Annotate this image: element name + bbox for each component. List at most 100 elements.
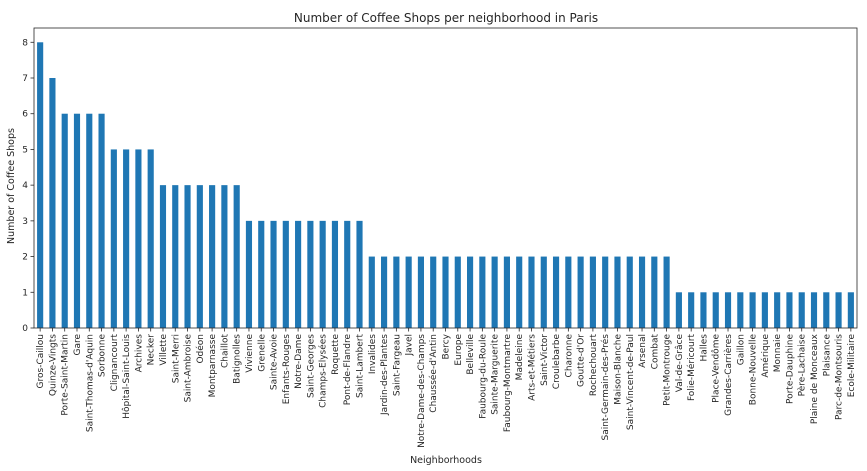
x-tick-label: Chaussée-d'Antin (428, 334, 439, 413)
bar (160, 185, 166, 328)
bar (823, 292, 829, 328)
bar (725, 292, 731, 328)
bar (172, 185, 178, 328)
y-tick-label: 6 (22, 110, 28, 120)
x-tick-label: Faubourg-du-Roule (478, 334, 488, 419)
bar (737, 292, 743, 328)
x-tick-label: Amérique (760, 334, 771, 378)
bar (221, 185, 227, 328)
bar (848, 292, 854, 328)
x-tick-label: Saint-Thomas-d'Aquin (85, 334, 95, 432)
bar (381, 257, 387, 328)
x-tick-label: Faubourg-Montmartre (503, 334, 513, 433)
bar (614, 257, 620, 328)
x-tick-label: Porte-Saint-Martin (61, 334, 71, 416)
bar (86, 114, 92, 328)
x-tick-label: Montparnasse (208, 334, 218, 398)
x-tick-label: Odéon (195, 334, 206, 364)
bar (492, 257, 498, 328)
bar (98, 114, 104, 328)
x-tick-label: Charonne (564, 334, 574, 378)
bar (811, 292, 817, 328)
bar (197, 185, 203, 328)
bar (676, 292, 682, 328)
bar (369, 257, 375, 328)
y-tick-label: 5 (22, 145, 28, 155)
x-tick-label: Saint-Lambert (356, 334, 366, 398)
x-tick-label: Necker (147, 334, 157, 366)
x-tick-label: Arsenal (638, 334, 648, 368)
x-tick-label: Clignancourt (110, 334, 120, 392)
x-tick-label: Saint-Victor (540, 334, 550, 386)
bar (479, 257, 485, 328)
bar (430, 257, 436, 328)
x-tick-label: Sorbonne (98, 334, 108, 378)
x-tick-label: Petit-Montrouge (663, 334, 673, 406)
bar (332, 221, 338, 328)
chart-title: Number of Coffee Shops per neighborhood … (294, 11, 598, 25)
bar (627, 257, 633, 328)
bar (283, 221, 289, 328)
bar (639, 257, 645, 328)
x-tick-label: Sainte-Marguerite (491, 334, 501, 415)
x-tick-label: Combat (650, 334, 660, 370)
bar (49, 78, 55, 328)
x-tick-label: Notre-Dame-des-Champs (417, 334, 427, 448)
x-tick-label: Champs-Elysées (318, 334, 329, 408)
bar (504, 257, 510, 328)
x-tick-label: Croulebarbe (552, 334, 562, 390)
bar (307, 221, 313, 328)
x-tick-label: Europe (454, 334, 464, 366)
bar (320, 221, 326, 328)
bar (467, 257, 473, 328)
bar (442, 257, 448, 328)
x-tick-label: Folie-Méricourt (686, 334, 697, 402)
x-tick-label: Saint-Georges (306, 334, 316, 398)
x-tick-label: Notre-Dame (294, 334, 304, 389)
x-tick-label: Vivienne (245, 334, 255, 373)
bar (786, 292, 792, 328)
x-tick-label: Sainte-Avoie (270, 334, 280, 391)
bar (750, 292, 756, 328)
bar (688, 292, 694, 328)
bar (184, 185, 190, 328)
x-tick-label: Goutte-d'Or (577, 334, 587, 387)
bar (406, 257, 412, 328)
x-tick-label: Maison-Blanche (613, 334, 623, 405)
bar (553, 257, 559, 328)
bar (37, 42, 43, 328)
bar (774, 292, 780, 328)
bar (74, 114, 80, 328)
bar (541, 257, 547, 328)
bar (713, 292, 719, 328)
bar (516, 257, 522, 328)
x-tick-label: Saint-Germain-des-Prés (600, 334, 611, 441)
x-tick-label: Arts-et-Métiers (526, 334, 537, 401)
x-tick-label: Saint-Merri (171, 334, 181, 383)
bar (700, 292, 706, 328)
x-tick-label: Quinze-Vingts (48, 334, 58, 396)
x-tick-label: Père-Lachaise (797, 334, 808, 397)
bar (393, 257, 399, 328)
bar (111, 149, 117, 328)
x-tick-label: Parc-de-Montsouris (835, 334, 845, 420)
x-tick-label: Saint-Vincent-de-Paul (626, 334, 636, 430)
bar (651, 257, 657, 328)
bar (246, 221, 252, 328)
x-tick-label: Saint-Ambroise (184, 334, 194, 403)
y-tick-label: 2 (22, 253, 28, 263)
bar (565, 257, 571, 328)
bar (258, 221, 264, 328)
x-tick-label: Gros-Caillou (36, 334, 46, 388)
x-tick-label: Hôpital-Saint-Louis (121, 334, 132, 419)
bar (418, 257, 424, 328)
x-tick-label: Bonne-Nouvelle (749, 334, 759, 406)
x-tick-label: Halles (699, 334, 709, 362)
y-tick-label: 7 (22, 74, 28, 84)
y-tick-label: 3 (22, 217, 28, 227)
bar (602, 257, 608, 328)
x-tick-label: Bercy (442, 333, 452, 359)
x-tick-label: Archives (134, 334, 144, 373)
x-tick-label: Batignolles (233, 334, 243, 384)
